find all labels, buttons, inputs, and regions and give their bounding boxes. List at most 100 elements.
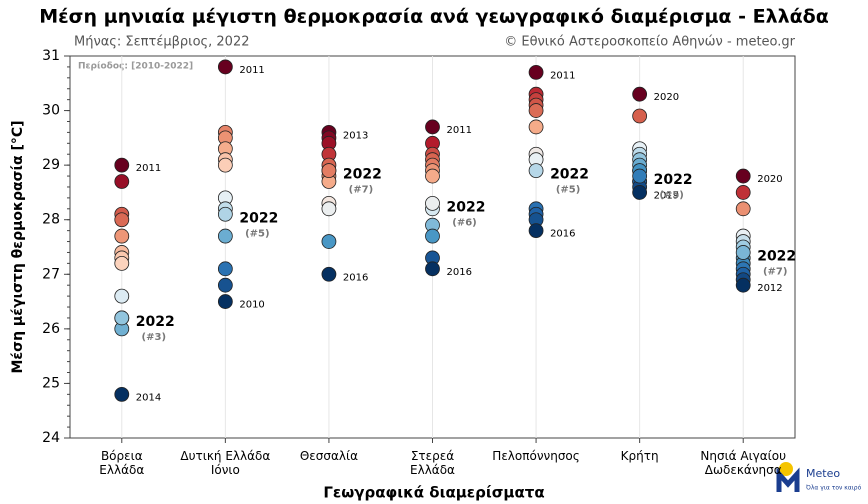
max-year-label: 2011 bbox=[447, 125, 472, 136]
max-year-label: 2011 bbox=[239, 65, 264, 76]
data-point bbox=[632, 168, 648, 184]
current-rank-label: (#7) bbox=[349, 185, 373, 196]
data-point bbox=[735, 185, 751, 200]
max-year-label: 2013 bbox=[343, 130, 368, 141]
data-point bbox=[321, 266, 337, 282]
current-year-label: 2022 bbox=[343, 167, 382, 183]
logo-sun bbox=[779, 462, 793, 476]
data-point bbox=[735, 245, 751, 260]
data-point bbox=[114, 174, 130, 189]
data-point bbox=[425, 119, 440, 135]
min-year-label: 2019 bbox=[654, 190, 679, 201]
data-point bbox=[114, 255, 130, 271]
current-rank-label: (#5) bbox=[556, 185, 580, 196]
x-tick-line: Ελλάδα bbox=[99, 463, 144, 477]
data-point bbox=[528, 223, 544, 239]
x-tick-line: Στερεά bbox=[411, 449, 454, 463]
current-year-label: 2022 bbox=[550, 167, 589, 183]
x-axis-label: Γεωγραφικά διαμερίσματα bbox=[323, 484, 544, 502]
y-tick-label: 26 bbox=[42, 321, 60, 337]
current-rank-label: (#5) bbox=[659, 190, 683, 201]
data-point bbox=[425, 261, 440, 277]
x-tick-label: Δυτική Ελλάδα Ιόνιο bbox=[180, 449, 270, 477]
y-tick-label: 29 bbox=[42, 157, 60, 173]
logo-tagline: Όλα για τον καιρό bbox=[805, 485, 862, 492]
max-year-label: 2011 bbox=[136, 163, 161, 174]
data-point bbox=[217, 157, 233, 173]
x-tick-label: Βόρεια Ελλάδα bbox=[99, 449, 144, 477]
current-year-label: 2022 bbox=[654, 172, 693, 188]
y-tick-label: 25 bbox=[42, 375, 60, 391]
x-tick-line: Δωδεκάνησα bbox=[705, 463, 782, 477]
data-point bbox=[217, 261, 233, 277]
current-rank-label: (#6) bbox=[452, 217, 476, 228]
data-point bbox=[114, 212, 130, 228]
y-tick-label: 30 bbox=[42, 103, 60, 119]
x-tick-label: Πελοπόννησος bbox=[492, 449, 580, 463]
x-tick-label: Θεσσαλία bbox=[300, 449, 358, 463]
data-point bbox=[735, 201, 751, 217]
min-year-label: 2016 bbox=[447, 267, 472, 278]
y-axis-label: Μέση μέγιστη θερμοκρασία [°C] bbox=[10, 120, 26, 373]
data-point bbox=[735, 168, 751, 184]
logo: Meteo Όλα για τον καιρό bbox=[776, 462, 862, 492]
source: © Εθνικό Αστεροσκοπείο Αθηνών - meteo.gr bbox=[504, 35, 795, 50]
x-tick-label: Νησιά Αιγαίου Δωδεκάνησα bbox=[700, 449, 786, 477]
data-point bbox=[528, 64, 544, 80]
data-point bbox=[425, 195, 440, 211]
min-year-label: 2014 bbox=[136, 392, 161, 403]
current-rank-label: (#7) bbox=[763, 266, 787, 277]
max-year-label: 2011 bbox=[550, 70, 575, 81]
current-year-label: 2022 bbox=[239, 210, 278, 226]
logo-m bbox=[776, 467, 800, 492]
x-tick-line: Κρήτη bbox=[621, 449, 659, 463]
max-year-label: 2020 bbox=[654, 92, 679, 103]
data-point bbox=[528, 163, 544, 179]
y-tick-label: 27 bbox=[42, 266, 60, 282]
data-point bbox=[114, 157, 130, 173]
data-point bbox=[321, 201, 337, 217]
data-point bbox=[425, 168, 440, 184]
data-point bbox=[321, 234, 337, 249]
data-point bbox=[632, 185, 648, 200]
x-tick-line: Νησιά Αιγαίου bbox=[700, 449, 786, 463]
data-point bbox=[528, 119, 544, 135]
chart-title: Μέση μηνιαία μέγιστη θερμοκρασία ανά γεω… bbox=[39, 6, 829, 28]
data-point bbox=[114, 310, 130, 326]
y-tick-label: 31 bbox=[42, 48, 60, 64]
data-point bbox=[217, 277, 233, 293]
data-point bbox=[114, 386, 130, 402]
data-point bbox=[735, 277, 751, 293]
subtitle: Μήνας: Σεπτέμβριος, 2022 bbox=[74, 35, 250, 50]
max-year-label: 2020 bbox=[757, 174, 782, 185]
logo-name: Meteo bbox=[806, 467, 840, 480]
current-rank-label: (#3) bbox=[142, 332, 166, 343]
x-tick-line: Θεσσαλία bbox=[300, 449, 358, 463]
x-tick-line: Δυτική Ελλάδα bbox=[180, 449, 270, 463]
data-point bbox=[632, 86, 648, 102]
period: Περίοδος: [2010-2022] bbox=[78, 61, 193, 72]
data-point bbox=[425, 228, 440, 244]
x-tick-label: Στερεά Ελλάδα bbox=[410, 449, 455, 477]
x-tick-line: Βόρεια bbox=[101, 449, 143, 463]
min-year-label: 2016 bbox=[343, 272, 368, 283]
x-tick-line: Ελλάδα bbox=[410, 463, 455, 477]
min-year-label: 2010 bbox=[239, 300, 264, 311]
data-point bbox=[632, 108, 648, 124]
y-tick-label: 24 bbox=[42, 430, 60, 446]
min-year-label: 2012 bbox=[757, 283, 782, 294]
x-tick-line: Πελοπόννησος bbox=[492, 449, 580, 463]
current-year-label: 2022 bbox=[136, 314, 175, 330]
min-year-label: 2016 bbox=[550, 229, 575, 240]
current-year-label: 2022 bbox=[757, 248, 796, 264]
data-point bbox=[528, 103, 544, 118]
data-point bbox=[217, 206, 233, 222]
x-tick-line: Ιόνιο bbox=[211, 463, 240, 477]
current-rank-label: (#5) bbox=[245, 228, 269, 239]
current-year-label: 2022 bbox=[447, 199, 486, 215]
y-tick-label: 28 bbox=[42, 212, 60, 228]
data-point bbox=[217, 228, 233, 244]
data-point bbox=[114, 228, 130, 244]
x-tick-label: Κρήτη bbox=[621, 449, 659, 463]
